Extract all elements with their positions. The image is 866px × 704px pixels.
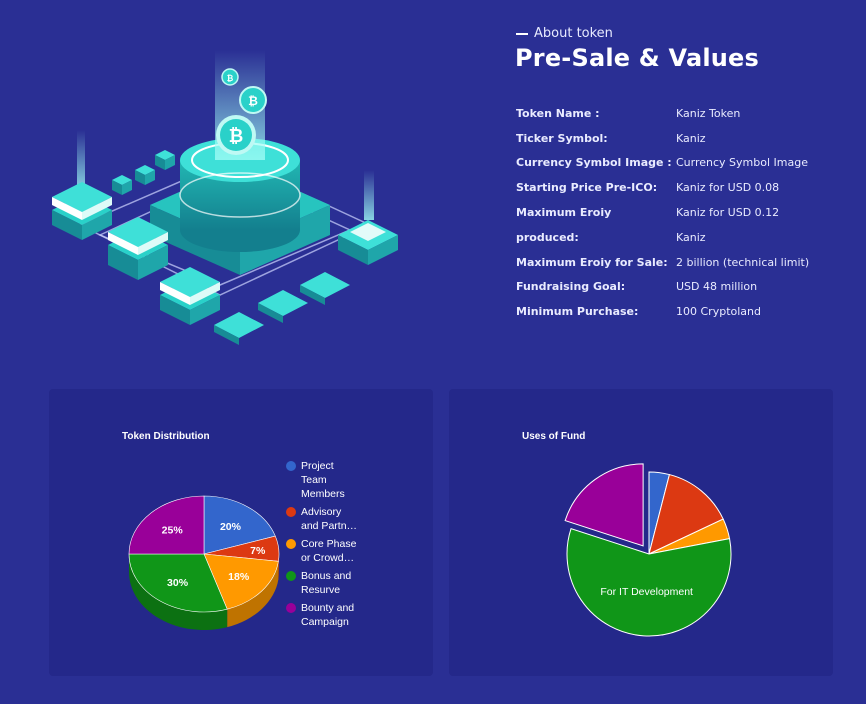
- section-eyebrow: About token: [516, 26, 613, 41]
- pie-slice-side: [227, 561, 279, 628]
- pie-slice[interactable]: [128, 553, 228, 613]
- info-value: 2 billion (technical limit): [676, 255, 810, 269]
- info-value: Kaniz Token: [676, 106, 741, 120]
- legend-swatch: [286, 461, 296, 471]
- info-row: Currency Symbol Image : Currency Symbol I…: [516, 151, 856, 176]
- info-row: Maximum Eroiy Kaniz for USD 0.12: [516, 200, 856, 225]
- info-row: produced: Kaniz: [516, 225, 856, 250]
- info-label: Ticker Symbol:: [516, 131, 608, 145]
- pie-slice[interactable]: [128, 495, 205, 555]
- info-label: Token Name :: [516, 106, 600, 120]
- info-value: Kaniz for USD 0.12: [676, 206, 780, 220]
- token-info-table: Token Name : Kaniz Token Ticker Symbol: Ka…: [516, 101, 856, 324]
- legend-swatch: [286, 571, 296, 581]
- legend-label: Core Phase or Crowd…: [301, 538, 357, 564]
- legend-swatch: [286, 507, 296, 517]
- token-distribution-panel: Token Distribution 20% 7% 18% 30% 25% Projec…: [49, 389, 433, 676]
- pie-slice-side: [129, 554, 228, 630]
- legend-item[interactable]: Bounty and Campaign: [286, 601, 376, 629]
- info-label: Maximum Eroiy for Sale:: [516, 255, 668, 269]
- legend-item[interactable]: Bonus and Resurve: [286, 569, 376, 597]
- info-value: USD 48 million: [676, 280, 758, 294]
- info-row: Starting Price Pre-ICO: Kaniz for USD 0.0…: [516, 175, 856, 200]
- legend-label: Bounty and Campaign: [301, 602, 355, 628]
- chart-legend: Project Team Members Advisory and Partn……: [286, 459, 376, 633]
- slice-label: 7%: [250, 545, 266, 557]
- slice-label: For IT Development: [600, 586, 693, 598]
- info-row: Fundraising Goal: USD 48 million: [516, 275, 856, 300]
- svg-text:₿: ₿: [229, 126, 244, 146]
- server-stack-middle: [108, 217, 220, 325]
- info-row: Maximum Eroiy for Sale: 2 billion (techni…: [516, 250, 856, 275]
- info-value: Kaniz: [676, 230, 706, 244]
- crypto-server-illustration: ₿ ₿ ₿: [52, 50, 398, 345]
- pie-slice[interactable]: [203, 495, 276, 555]
- legend-item[interactable]: Advisory and Partn…: [286, 505, 376, 533]
- legend-item[interactable]: Project Team Members: [286, 459, 376, 501]
- bitcoin-icon: ₿ ₿ ₿: [216, 68, 267, 155]
- floor-tiles: [214, 272, 350, 345]
- chart-title: Uses of Fund: [522, 431, 586, 442]
- server-stack-right: [338, 170, 398, 265]
- legend-swatch: [286, 539, 296, 549]
- legend-label: Project Team Members: [301, 460, 345, 500]
- info-label: Fundraising Goal:: [516, 280, 626, 294]
- token-distribution-chart: 20% 7% 18% 30% 25%: [128, 495, 280, 630]
- info-label: Minimum Purchase:: [516, 305, 639, 319]
- eyebrow-dash: [516, 32, 528, 35]
- page-title: Pre-Sale & Values: [515, 44, 760, 72]
- info-value: Kaniz: [676, 131, 706, 145]
- info-value: Kaniz for USD 0.08: [676, 181, 780, 195]
- info-label: produced:: [516, 230, 579, 244]
- info-row: Ticker Symbol: Kaniz: [516, 126, 856, 151]
- pie-slice[interactable]: [648, 473, 724, 555]
- info-row: Token Name : Kaniz Token: [516, 101, 856, 126]
- info-value: Currency Symbol Image: [676, 156, 808, 170]
- legend-item[interactable]: Core Phase or Crowd…: [286, 537, 376, 565]
- eyebrow-label: About token: [534, 26, 613, 41]
- pie-slice[interactable]: [566, 528, 732, 637]
- uses-of-fund-panel: Uses of Fund For IT Development: [449, 389, 833, 676]
- uses-of-fund-chart: For IT Development: [564, 463, 732, 637]
- legend-swatch: [286, 603, 296, 613]
- svg-text:₿: ₿: [227, 74, 234, 83]
- chart-title: Token Distribution: [122, 431, 210, 442]
- info-row: Minimum Purchase: 100 Cryptoland: [516, 299, 856, 324]
- info-label: Starting Price Pre-ICO:: [516, 181, 658, 195]
- slice-label: 20%: [220, 521, 242, 533]
- pie-slice[interactable]: [203, 553, 279, 610]
- info-value: 100 Cryptoland: [676, 305, 761, 319]
- slice-label: 18%: [228, 571, 250, 583]
- server-stack-left: [52, 130, 112, 240]
- slice-label: 30%: [167, 577, 189, 589]
- slice-label: 25%: [162, 524, 184, 536]
- svg-text:₿: ₿: [248, 94, 258, 108]
- legend-label: Bonus and Resurve: [301, 570, 352, 596]
- pie-slice[interactable]: [564, 463, 644, 547]
- legend-label: Advisory and Partn…: [301, 506, 358, 532]
- info-label: Currency Symbol Image :: [516, 156, 672, 170]
- info-label: Maximum Eroiy: [516, 206, 612, 220]
- server-cubes: [112, 150, 175, 195]
